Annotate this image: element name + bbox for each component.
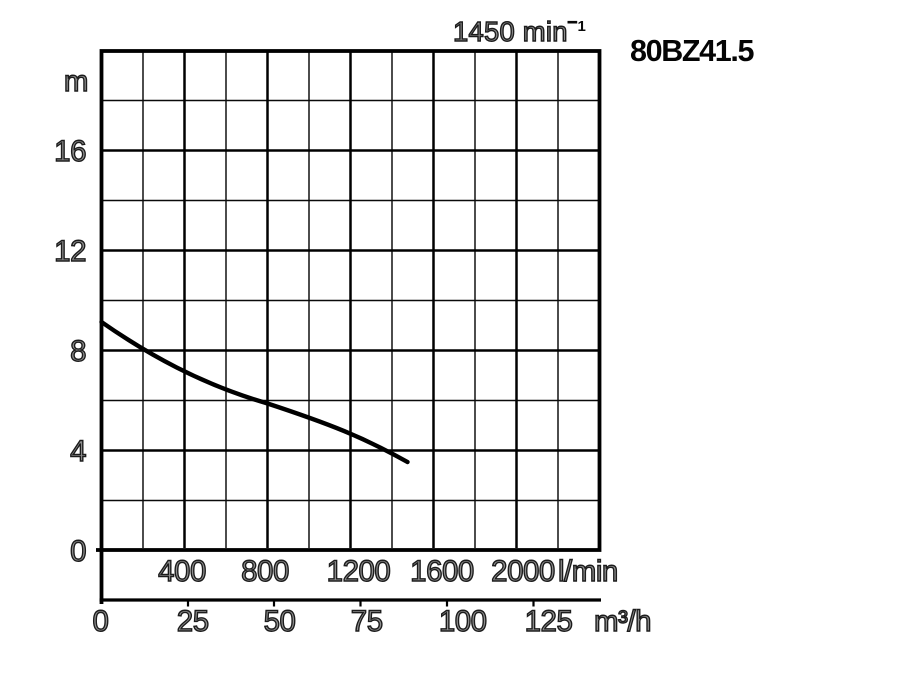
svg-text:80BZ41.5: 80BZ41.5 <box>630 34 755 68</box>
svg-text:25: 25 <box>177 605 209 638</box>
svg-text:400: 400 <box>158 555 206 588</box>
svg-text:1: 1 <box>578 18 586 35</box>
svg-text:0: 0 <box>70 535 86 568</box>
svg-text:0: 0 <box>93 605 109 638</box>
svg-text:100: 100 <box>439 605 487 638</box>
svg-text:50: 50 <box>264 605 296 638</box>
svg-text:16: 16 <box>54 135 86 168</box>
svg-text:800: 800 <box>241 555 289 588</box>
svg-text:1450 min: 1450 min <box>453 16 568 47</box>
svg-text:12: 12 <box>54 235 86 268</box>
svg-text:75: 75 <box>351 605 383 638</box>
svg-text:4: 4 <box>70 435 86 468</box>
svg-text:125: 125 <box>525 605 573 638</box>
svg-text:8: 8 <box>70 335 86 368</box>
svg-text:2000: 2000 <box>491 555 555 588</box>
svg-text:l/min: l/min <box>558 555 618 588</box>
svg-text:1200: 1200 <box>327 555 391 588</box>
svg-text:m: m <box>64 65 88 98</box>
svg-text:1600: 1600 <box>410 555 474 588</box>
svg-text:m³/h: m³/h <box>594 605 651 638</box>
